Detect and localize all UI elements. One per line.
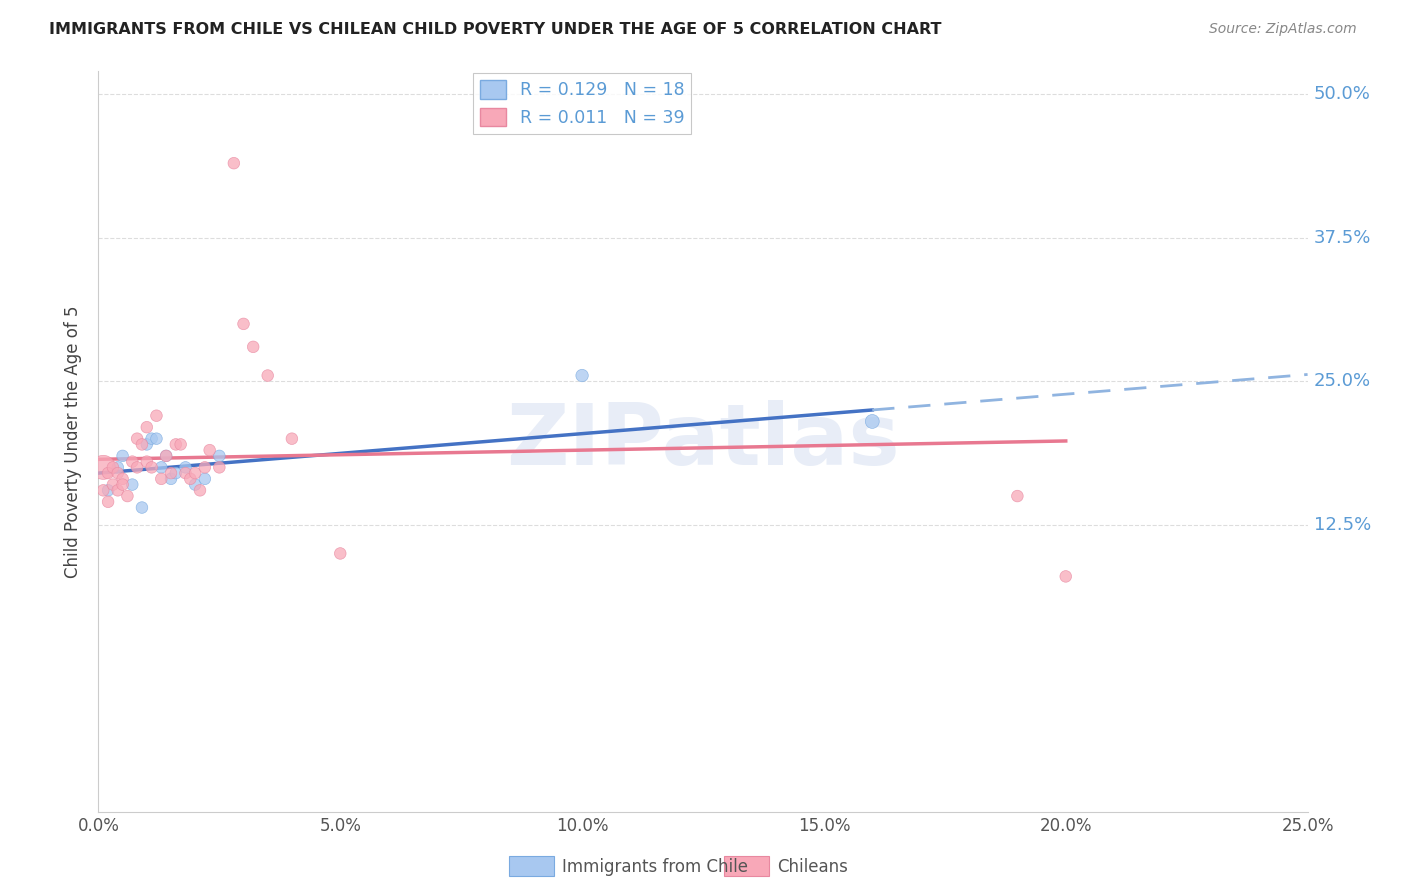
Point (860, 414, 883, 428)
Point (184, 477, 207, 491)
Point (97, 466, 120, 480)
Point (97, 495, 120, 509)
Point (127, 432, 149, 446)
Point (160, 472, 183, 486)
Text: 50.0%: 50.0% (1313, 86, 1371, 103)
Point (165, 466, 187, 480)
Point (281, 432, 304, 446)
Y-axis label: Child Poverty Under the Age of 5: Child Poverty Under the Age of 5 (65, 305, 83, 578)
Point (188, 483, 211, 498)
Point (160, 466, 183, 480)
Point (91, 460, 114, 475)
Point (121, 455, 143, 469)
Point (571, 368, 593, 383)
Point (117, 489, 139, 503)
Point (91, 483, 114, 498)
Point (179, 472, 201, 486)
Text: 12.5%: 12.5% (1313, 516, 1371, 533)
Point (194, 460, 217, 475)
Point (101, 460, 124, 475)
Point (107, 466, 129, 480)
Point (329, 546, 352, 560)
Point (101, 477, 124, 491)
Text: Chileans: Chileans (778, 858, 848, 876)
Point (150, 472, 173, 486)
Point (111, 449, 134, 463)
Text: IMMIGRANTS FROM CHILE VS CHILEAN CHILD POVERTY UNDER THE AGE OF 5 CORRELATION CH: IMMIGRANTS FROM CHILE VS CHILEAN CHILD P… (49, 22, 942, 37)
Point (184, 466, 207, 480)
Legend: R = 0.129   N = 18, R = 0.011   N = 39: R = 0.129 N = 18, R = 0.011 N = 39 (472, 72, 692, 134)
Point (131, 437, 153, 451)
Point (135, 455, 157, 469)
Point (169, 437, 191, 451)
Point (174, 460, 197, 475)
Text: Immigrants from Chile: Immigrants from Chile (562, 858, 748, 876)
Point (135, 437, 157, 451)
Point (232, 317, 254, 331)
Point (208, 460, 231, 475)
Text: ZIPatlas: ZIPatlas (506, 400, 900, 483)
Point (165, 437, 187, 451)
Point (256, 368, 278, 383)
Point (242, 340, 264, 354)
Point (174, 466, 197, 480)
Text: 37.5%: 37.5% (1313, 228, 1371, 247)
Point (141, 460, 163, 475)
Point (131, 500, 153, 515)
Point (150, 460, 173, 475)
Point (127, 460, 149, 475)
Point (111, 477, 134, 491)
Point (155, 449, 177, 463)
Point (107, 483, 129, 498)
Point (1054, 569, 1077, 583)
Point (107, 460, 129, 475)
Point (121, 477, 143, 491)
Point (198, 443, 221, 458)
Text: Source: ZipAtlas.com: Source: ZipAtlas.com (1209, 22, 1357, 37)
Point (145, 432, 167, 446)
Text: 25.0%: 25.0% (1313, 372, 1371, 391)
Point (141, 432, 163, 446)
Point (1007, 489, 1029, 503)
Point (135, 420, 157, 434)
Point (145, 409, 167, 423)
Point (222, 156, 245, 170)
Point (194, 472, 217, 486)
Point (111, 472, 134, 486)
Point (155, 449, 177, 463)
Point (97, 483, 120, 498)
Point (208, 449, 231, 463)
